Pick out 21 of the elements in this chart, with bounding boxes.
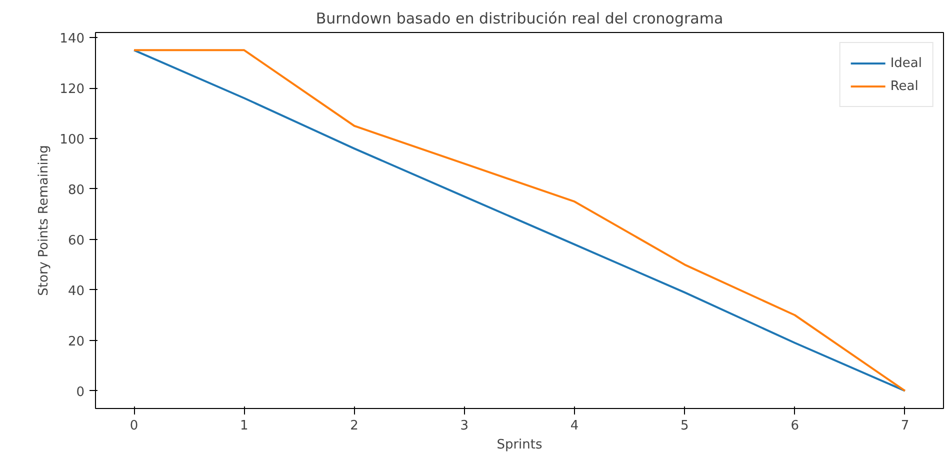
y-tick-label: 140 — [60, 32, 85, 47]
x-tick-label: 5 — [680, 418, 689, 434]
chart-title: Burndown basado en distribución real del cronograma — [316, 10, 724, 28]
legend-label: Real — [890, 78, 918, 94]
legend-label: Ideal — [890, 56, 922, 70]
y-tick-label: 120 — [60, 82, 85, 98]
y-tick-label: 60 — [68, 233, 85, 248]
x-tick-label: 6 — [790, 418, 799, 434]
x-tick-label: 7 — [900, 418, 910, 434]
y-tick-label: 40 — [68, 284, 85, 299]
x-tick-label: 2 — [350, 418, 358, 434]
x-axis-title: Sprints — [496, 438, 543, 452]
y-tick-label: 20 — [68, 334, 85, 350]
y-tick-label: 80 — [68, 182, 85, 198]
y-axis-title: Story Points Remaining — [36, 145, 52, 296]
x-tick-label: 1 — [240, 418, 248, 434]
x-tick-label: 0 — [130, 418, 138, 434]
x-tick-label: 3 — [460, 418, 469, 434]
y-tick-label: 0 — [76, 384, 85, 400]
x-tick-label: 4 — [570, 418, 579, 434]
y-tick-label: 100 — [60, 132, 85, 148]
